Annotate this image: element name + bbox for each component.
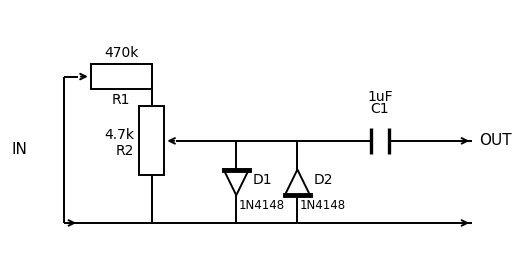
Text: IN: IN (12, 142, 28, 157)
Text: 4.7k: 4.7k (104, 128, 134, 142)
Bar (91, 64, 152, 89)
Text: R2: R2 (116, 144, 134, 158)
Text: OUT: OUT (479, 133, 512, 148)
Text: 470k: 470k (104, 46, 138, 60)
Bar (139, 106, 164, 175)
Text: D2: D2 (314, 173, 334, 187)
Text: C1: C1 (370, 102, 389, 116)
Text: R1: R1 (112, 93, 131, 107)
Text: 1uF: 1uF (367, 90, 393, 104)
Text: 1N4148: 1N4148 (299, 199, 346, 212)
Text: 1N4148: 1N4148 (238, 199, 284, 212)
Text: D1: D1 (253, 173, 272, 187)
